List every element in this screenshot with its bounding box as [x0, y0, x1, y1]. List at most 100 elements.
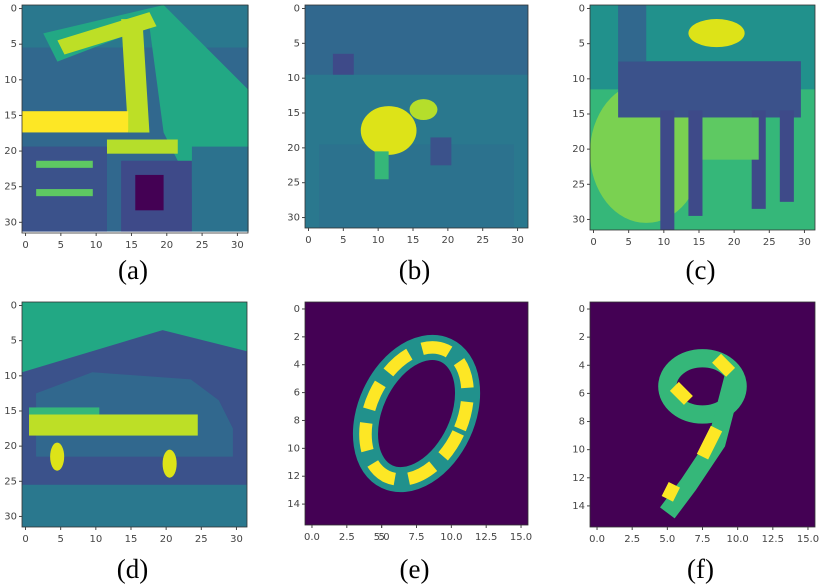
x-tick-label: 5	[378, 532, 384, 543]
x-tick-label: 0.0	[304, 532, 320, 543]
caption: (c)	[686, 255, 716, 285]
x-tick-label: 10.0	[727, 534, 749, 545]
x-tick-label: 15	[125, 534, 138, 545]
y-tick-label: 20	[572, 144, 585, 155]
x-tick-label: 5.0	[374, 532, 390, 543]
x-tick-label: 25	[196, 240, 209, 251]
x-tick-label: 15.0	[510, 532, 532, 543]
image-frame	[21, 4, 249, 234]
image-frame	[589, 4, 816, 231]
x-tick-label: 0	[590, 237, 596, 248]
image-b	[305, 5, 529, 229]
x-tick-label: 25	[195, 534, 208, 545]
image-e	[305, 302, 529, 526]
y-tick-label: 10	[4, 371, 17, 382]
y-tick-label: 15	[4, 406, 17, 417]
x-tick-label: 20	[441, 235, 454, 246]
y-tick-label: 8	[579, 417, 585, 428]
y-tick-label: 5	[11, 39, 17, 50]
x-tick-label: 10.0	[440, 532, 462, 543]
x-tick-label: 7.5	[695, 534, 711, 545]
x-tick-label: 15	[693, 237, 706, 248]
y-tick-label: 30	[287, 213, 300, 224]
caption: (a)	[118, 255, 148, 285]
y-tick-label: 5	[579, 39, 585, 50]
x-tick-label: 20	[728, 237, 741, 248]
y-tick-label: 0	[294, 3, 300, 14]
x-tick-label: 25	[763, 237, 776, 248]
y-tick-label: 15	[287, 108, 300, 119]
y-tick-label: 2	[579, 332, 585, 343]
x-tick-label: 2.5	[624, 534, 640, 545]
x-tick-label: 20	[160, 534, 173, 545]
x-tick-label: 30	[511, 235, 524, 246]
x-tick-label: 0	[22, 534, 28, 545]
y-tick-label: 12	[287, 471, 300, 482]
x-tick-label: 12.5	[475, 532, 497, 543]
y-tick-label: 0	[11, 301, 17, 312]
x-tick-label: 10	[89, 534, 102, 545]
y-tick-label: 25	[4, 476, 17, 487]
x-tick-label: 0.0	[589, 534, 605, 545]
y-tick-label: 5	[294, 38, 300, 49]
image-f	[590, 302, 815, 527]
y-tick-label: 10	[287, 443, 300, 454]
caption: (e)	[400, 554, 430, 584]
x-tick-label: 10	[90, 240, 103, 251]
x-tick-label: 30	[230, 534, 243, 545]
y-tick-label: 10	[287, 73, 300, 84]
x-tick-label: 5	[625, 237, 631, 248]
x-tick-label: 5	[57, 534, 63, 545]
y-tick-label: 20	[4, 146, 17, 157]
x-tick-label: 10	[372, 235, 385, 246]
x-tick-label: 15	[125, 240, 138, 251]
x-tick-label: 5.0	[659, 534, 675, 545]
y-tick-label: 15	[4, 110, 17, 121]
y-tick-label: 20	[287, 143, 300, 154]
y-tick-label: 30	[572, 214, 585, 225]
y-tick-label: 0	[11, 4, 17, 15]
y-tick-label: 0	[294, 304, 300, 315]
caption: (b)	[399, 255, 430, 285]
x-tick-label: 5	[58, 240, 64, 251]
caption: (f)	[687, 554, 714, 584]
y-tick-label: 12	[572, 473, 585, 484]
image-c	[590, 5, 815, 230]
y-tick-label: 4	[579, 360, 585, 371]
y-tick-label: 0	[579, 4, 585, 15]
y-tick-label: 2	[294, 332, 300, 343]
y-tick-label: 15	[572, 109, 585, 120]
y-tick-label: 8	[294, 415, 300, 426]
y-tick-label: 4	[294, 360, 300, 371]
image-frame	[21, 301, 248, 528]
image-a	[22, 5, 249, 232]
x-tick-label: 12.5	[762, 534, 784, 545]
y-tick-label: 25	[572, 179, 585, 190]
x-tick-label: 30	[798, 237, 811, 248]
caption: (d)	[117, 554, 148, 584]
x-tick-label: 0	[305, 235, 311, 246]
y-tick-label: 6	[294, 388, 300, 399]
x-tick-label: 0	[22, 240, 28, 251]
y-tick-label: 30	[4, 511, 17, 522]
image-d	[22, 302, 247, 527]
y-tick-label: 0	[579, 304, 585, 315]
y-tick-label: 14	[287, 499, 300, 510]
x-tick-label: 2.5	[339, 532, 355, 543]
y-tick-label: 14	[572, 501, 585, 512]
x-tick-label: 15	[407, 235, 420, 246]
image-frame	[304, 4, 529, 229]
y-tick-label: 5	[11, 336, 17, 347]
y-tick-label: 25	[4, 182, 17, 193]
x-tick-label: 7.5	[409, 532, 425, 543]
x-tick-label: 15.0	[797, 534, 819, 545]
x-tick-label: 20	[160, 240, 173, 251]
y-tick-label: 30	[4, 217, 17, 228]
x-tick-label: 10	[657, 237, 670, 248]
x-tick-label: 5	[340, 235, 346, 246]
y-tick-label: 10	[572, 445, 585, 456]
y-tick-label: 6	[579, 388, 585, 399]
x-tick-label: 25	[476, 235, 489, 246]
y-tick-label: 10	[4, 75, 17, 86]
